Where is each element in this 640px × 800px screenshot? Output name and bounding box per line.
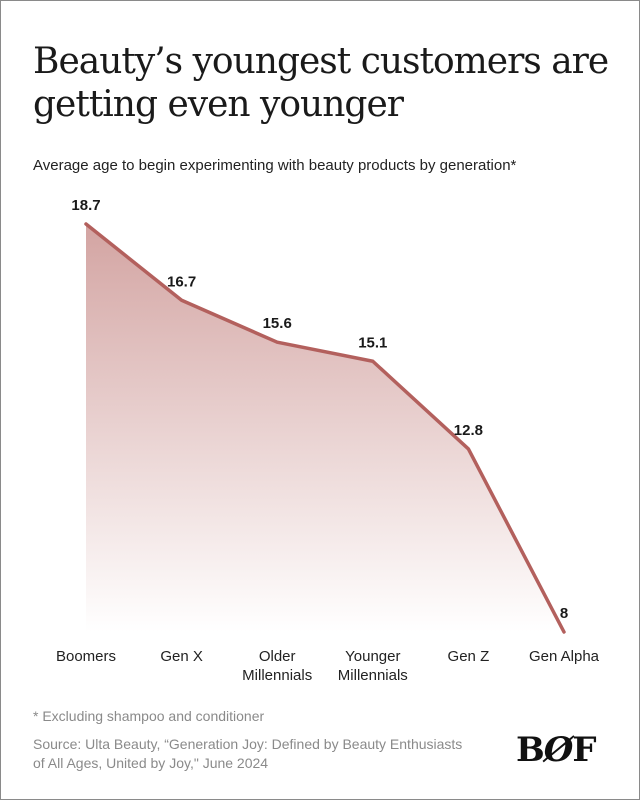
data-label: 18.7 xyxy=(71,197,100,214)
area-fill xyxy=(86,224,564,632)
x-tick-label: Gen Z xyxy=(448,648,490,665)
chart-title: Beauty’s youngest customers are getting … xyxy=(33,41,609,125)
bof-logo: BØF xyxy=(516,730,597,770)
data-label: 15.6 xyxy=(263,315,292,332)
x-tick-label: Older xyxy=(259,648,296,665)
series-line xyxy=(84,222,566,634)
x-tick-label: Boomers xyxy=(56,648,116,665)
chart-subtitle: Average age to begin experimenting with … xyxy=(33,157,517,174)
x-tick-label: Gen Alpha xyxy=(529,648,600,665)
x-tick-label: Gen X xyxy=(160,648,203,665)
data-label: 16.7 xyxy=(167,273,196,290)
data-label: 15.1 xyxy=(358,334,387,351)
source-note: Source: Ulta Beauty, “Generation Joy: De… xyxy=(33,736,463,771)
x-tick-label: Younger xyxy=(345,648,400,665)
data-label: 12.8 xyxy=(454,422,483,439)
x-tick-label: Millennials xyxy=(242,667,312,684)
footnote: * Excluding shampoo and conditioner xyxy=(33,708,265,724)
x-tick-label: Millennials xyxy=(338,667,408,684)
data-label: 8 xyxy=(560,605,568,622)
